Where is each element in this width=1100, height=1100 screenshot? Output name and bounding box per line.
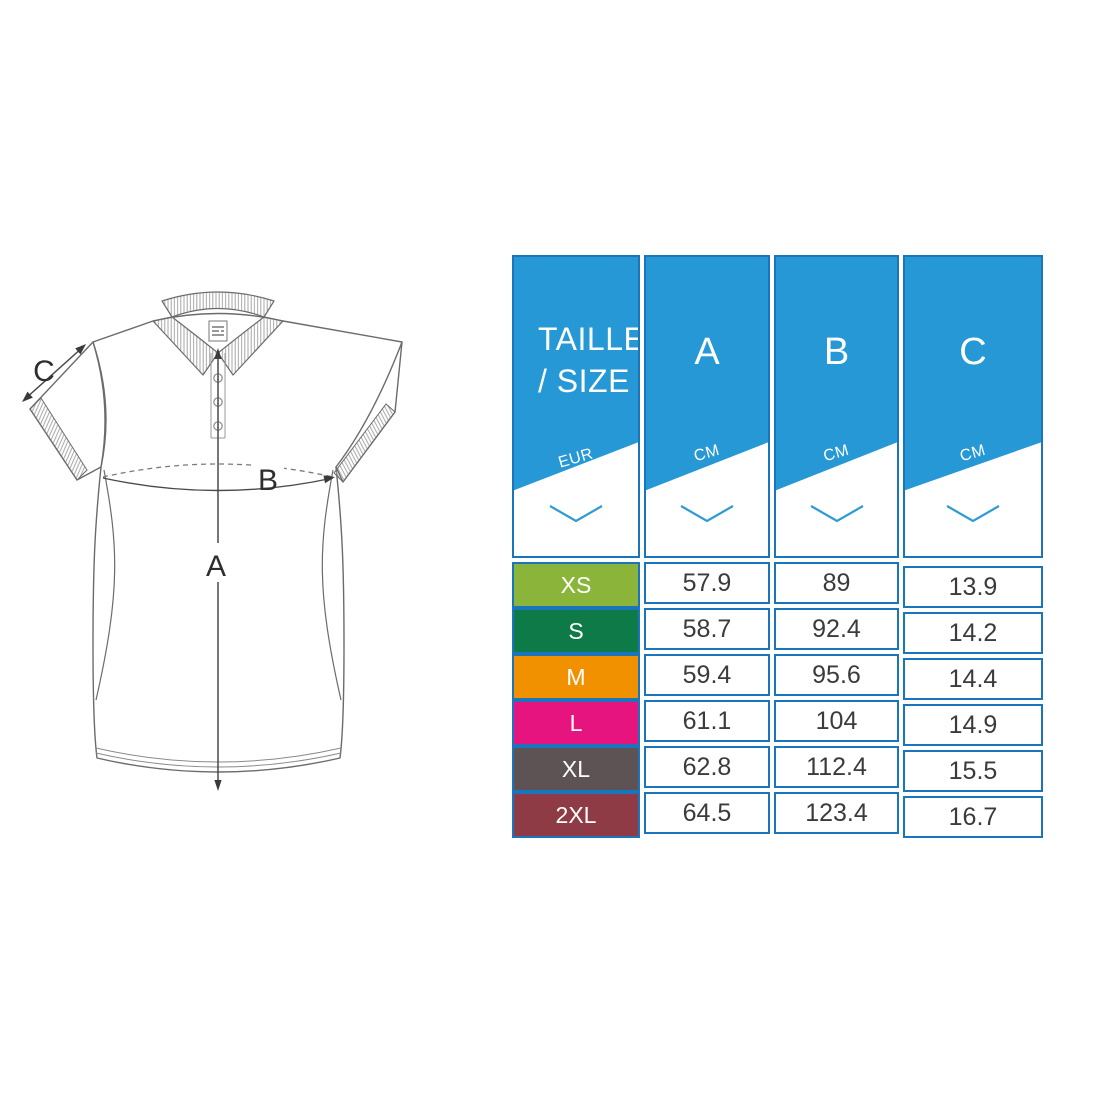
size-cell-s: S: [514, 610, 638, 652]
column-c: C CM 13.9 14.2 14.4 14.9 15.5 16.7: [903, 255, 1043, 838]
value-cell: 14.9: [903, 704, 1043, 746]
column-a-title: A: [694, 331, 720, 373]
size-title-line1: TAILLE: [538, 321, 640, 357]
measurement-a-label: A: [206, 550, 226, 583]
header-a: A CM: [644, 255, 770, 558]
value-cell: 14.4: [903, 658, 1043, 700]
value-cell: 61.1: [644, 700, 770, 742]
value-cell: 59.4: [644, 654, 770, 696]
size-table: TAILLE / SIZE EUR XS S M L XL 2XL A: [512, 255, 1043, 838]
measurement-b-label: B: [258, 464, 278, 497]
measurement-c-label: C: [33, 355, 55, 388]
value-cell: 95.6: [774, 654, 899, 696]
column-c-title: C: [959, 331, 987, 373]
value-cell: 14.2: [903, 612, 1043, 654]
size-title: TAILLE / SIZE: [538, 319, 638, 402]
size-cell-l: L: [514, 702, 638, 744]
measurement-c-arrow: C: [22, 344, 86, 402]
size-cell-xs: XS: [514, 564, 638, 606]
chevron-down-icon[interactable]: [679, 504, 735, 524]
chevron-down-icon[interactable]: [809, 504, 865, 524]
value-cell: 123.4: [774, 792, 899, 834]
size-cell-2xl: 2XL: [514, 794, 638, 836]
value-cell: 58.7: [644, 608, 770, 650]
value-cell: 62.8: [644, 746, 770, 788]
column-b-values: 89 92.4 95.6 104 112.4 123.4: [774, 562, 899, 834]
measurement-b-arrow: B: [102, 458, 335, 497]
value-cell: 15.5: [903, 750, 1043, 792]
header-c: C CM: [903, 255, 1043, 558]
column-a: A CM 57.9 58.7 59.4 61.1 62.8 64.5: [644, 255, 770, 838]
measurement-a-arrow: A: [206, 348, 226, 791]
column-b-title: B: [823, 331, 850, 373]
shirt-body: [92, 312, 403, 773]
value-cell: 64.5: [644, 792, 770, 834]
header-size: TAILLE / SIZE EUR: [512, 255, 640, 558]
value-cell: 13.9: [903, 566, 1043, 608]
value-cell: 89: [774, 562, 899, 604]
size-title-line2: / SIZE: [538, 362, 630, 399]
column-c-values: 13.9 14.2 14.4 14.9 15.5 16.7: [903, 566, 1043, 838]
shirt-collar: [152, 291, 284, 376]
size-cells: XS S M L XL 2XL: [512, 562, 640, 838]
column-a-values: 57.9 58.7 59.4 61.1 62.8 64.5: [644, 562, 770, 834]
column-b: B CM 89 92.4 95.6 104 112.4 123.4: [774, 255, 899, 838]
value-cell: 104: [774, 700, 899, 742]
neck-label: [208, 320, 228, 342]
header-b: B CM: [774, 255, 899, 558]
polo-shirt-diagram: A B C: [22, 291, 403, 791]
shirt-sleeves: [29, 341, 403, 483]
size-cell-m: M: [514, 656, 638, 698]
chevron-down-icon[interactable]: [945, 504, 1001, 524]
value-cell: 57.9: [644, 562, 770, 604]
value-cell: 92.4: [774, 608, 899, 650]
column-size: TAILLE / SIZE EUR XS S M L XL 2XL: [512, 255, 640, 838]
value-cell: 16.7: [903, 796, 1043, 838]
value-cell: 112.4: [774, 746, 899, 788]
chevron-down-icon[interactable]: [548, 504, 604, 524]
size-cell-xl: XL: [514, 748, 638, 790]
